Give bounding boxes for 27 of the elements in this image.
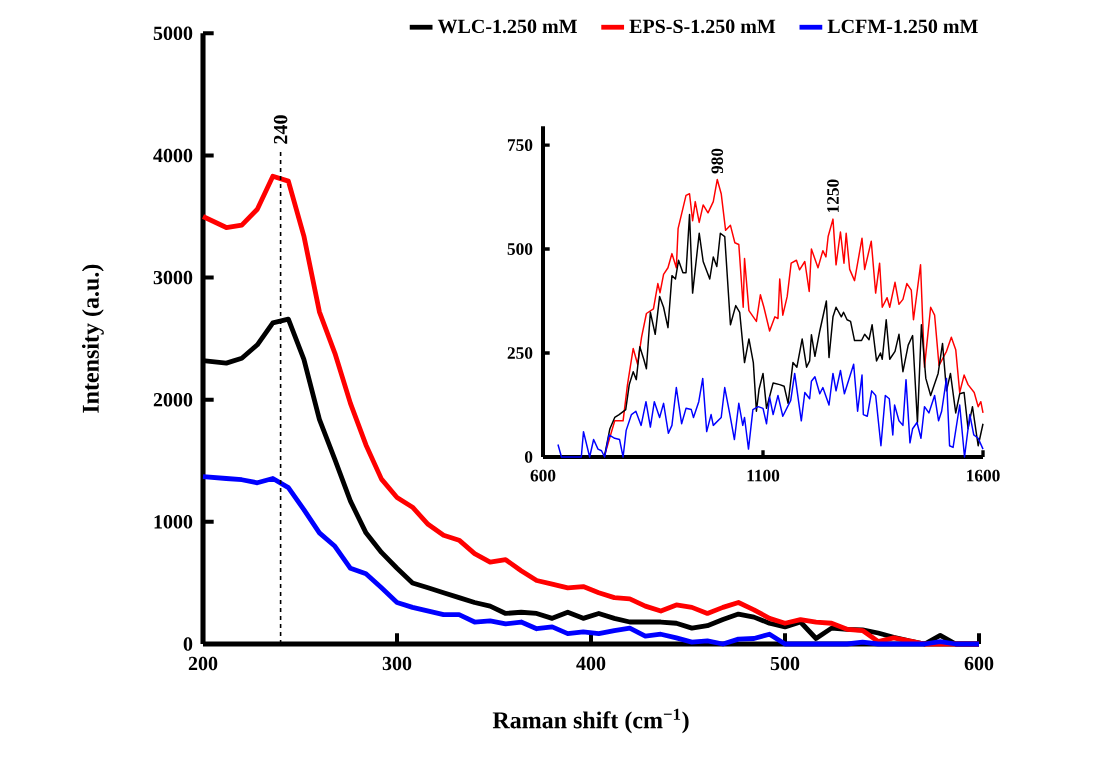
x-tick-label: 200: [188, 656, 218, 671]
x-tick-label: 1100: [747, 469, 780, 482]
y-tick-label: 250: [507, 347, 533, 359]
legend-label: EPS-S-1.250 mM: [629, 19, 776, 34]
legend-label: WLC-1.250 mM: [437, 19, 577, 34]
x-tick-label: 1600: [967, 469, 1000, 482]
y-tick-label: 3000: [153, 270, 193, 285]
y-tick-label: 1000: [154, 515, 193, 529]
y-axis-title: Intensity (a.u.): [81, 264, 104, 413]
y-tick-label: 500: [507, 243, 533, 255]
line-series: [557, 363, 984, 458]
y-tick-label: 0: [183, 637, 193, 651]
y-tick-label: 2000: [153, 392, 193, 407]
x-tick-label: 400: [576, 656, 606, 671]
x-tick-label: 600: [964, 656, 994, 671]
y-tick-label: 5000: [153, 26, 193, 41]
ref-line-label: 240: [273, 115, 288, 144]
x-tick-label: 600: [530, 469, 556, 482]
y-tick-label: 0: [524, 451, 533, 463]
annotation: 980: [711, 148, 724, 174]
y-tick-label: 4000: [153, 148, 193, 163]
x-axis-title: Raman shift (cm$^{−1}$): [492, 708, 689, 734]
annotation: 1250: [827, 179, 839, 213]
y-tick-label: 750: [507, 139, 533, 151]
x-tick-label: 300: [382, 656, 412, 671]
legend-label: LCFM-1.250 mM: [827, 19, 978, 34]
x-tick-label: 500: [770, 656, 800, 671]
